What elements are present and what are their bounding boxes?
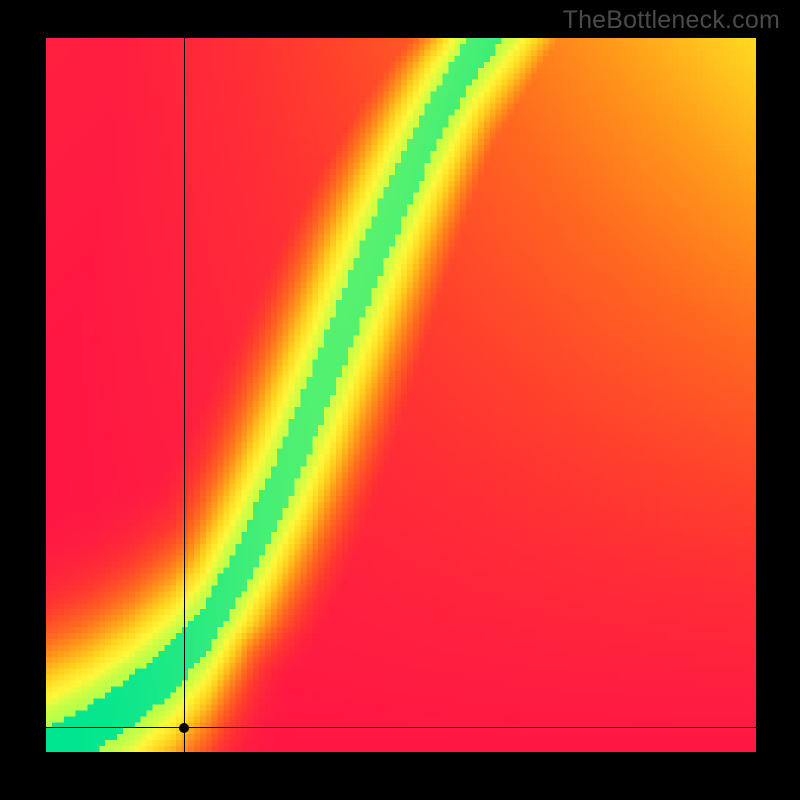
- chart-container: { "watermark": { "text": "TheBottleneck.…: [0, 0, 800, 800]
- x-axis-line: [46, 727, 756, 729]
- bottleneck-heatmap: [46, 38, 756, 752]
- y-axis-line: [184, 38, 186, 752]
- watermark-text: TheBottleneck.com: [563, 6, 780, 35]
